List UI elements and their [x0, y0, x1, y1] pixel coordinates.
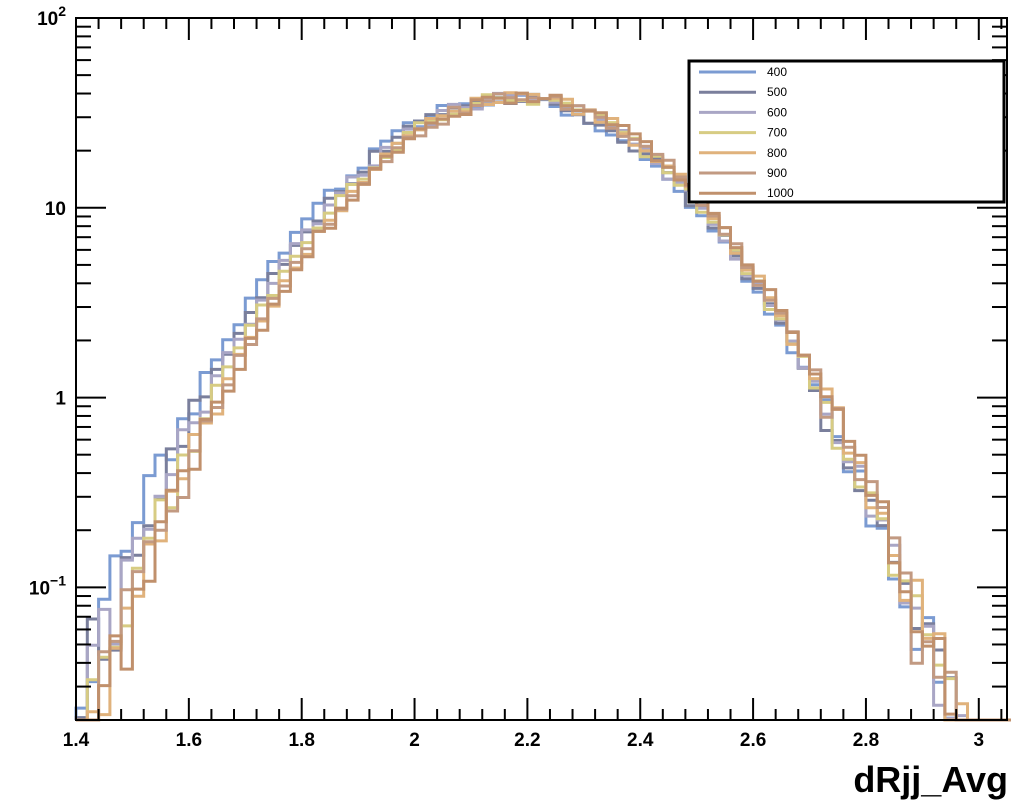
x-tick-label: 3: [973, 730, 984, 751]
legend-label-500: 500: [767, 85, 787, 99]
y-tick-label: 10−1: [29, 572, 66, 599]
x-tick-label: 1.4: [63, 730, 90, 751]
legend-label-600: 600: [767, 105, 787, 119]
legend-entries: 400 500 600 700 800 900 1000: [699, 65, 794, 200]
x-tick-label: 2.4: [627, 730, 654, 751]
y-tick-labels: 10−1 1 10 102: [29, 3, 67, 599]
legend-label-400: 400: [767, 65, 787, 79]
legend-label-700: 700: [767, 126, 787, 140]
x-tick-labels: 1.4 1.6 1.8 2 2.2 2.4 2.6 2.8 3: [63, 730, 984, 751]
x-tick-label: 1.6: [176, 730, 202, 751]
x-tick-label: 2.6: [740, 730, 766, 751]
y-tick-label: 1: [55, 389, 66, 410]
legend-label-900: 900: [767, 166, 787, 180]
series-layer: [74, 91, 1011, 722]
x-tick-label: 2: [409, 730, 420, 751]
y-tick-label: 102: [37, 3, 66, 30]
legend-label-800: 800: [767, 146, 787, 160]
y-tick-label: 10: [45, 199, 66, 220]
x-axis-title: dRjj_Avg: [853, 759, 1008, 800]
x-tick-label: 2.8: [853, 730, 879, 751]
tick-layer: [75, 18, 1007, 721]
x-tick-label: 2.2: [514, 730, 540, 751]
legend-label-1000: 1000: [767, 186, 794, 200]
histogram-series-1000: [76, 91, 1011, 722]
histogram-series-700: [76, 93, 1011, 722]
x-tick-label: 1.8: [288, 730, 314, 751]
plot-frame: [75, 17, 1008, 721]
legend: 400 500 600 700 800 900 1000: [687, 59, 1006, 204]
